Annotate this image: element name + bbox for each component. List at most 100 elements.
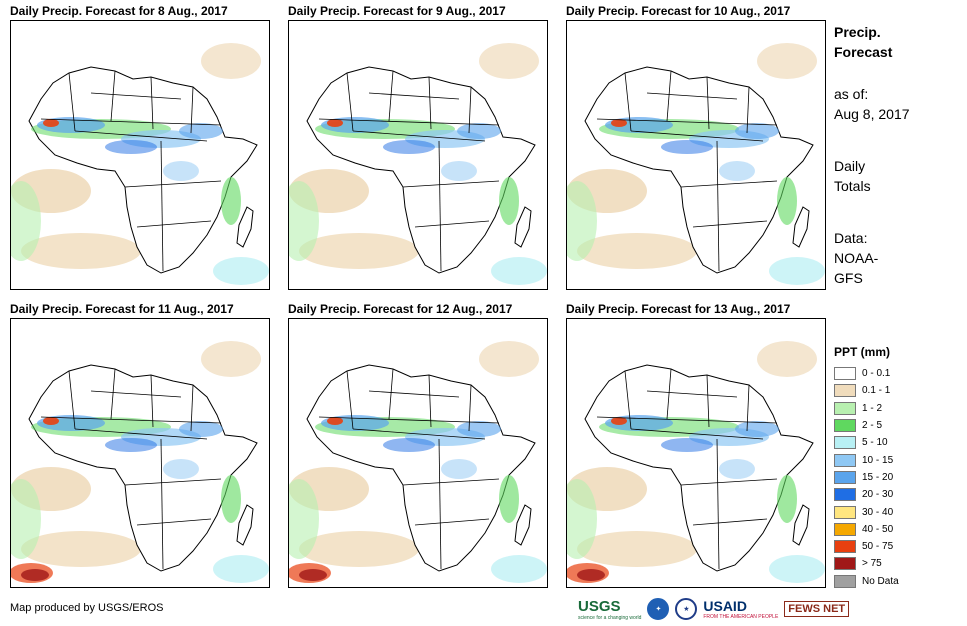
- legend-item: 10 - 15: [834, 451, 899, 468]
- legend-item: 0 - 0.1: [834, 365, 899, 382]
- precip-area: [719, 459, 755, 479]
- country-border: [428, 76, 432, 130]
- precip-area: [201, 43, 261, 79]
- precip-area: [289, 479, 319, 559]
- legend-swatch: [834, 436, 856, 450]
- madagascar: [792, 504, 810, 546]
- country-border: [666, 70, 672, 122]
- country-border: [190, 86, 194, 134]
- country-border: [630, 428, 764, 440]
- legend-label: 10 - 15: [862, 454, 894, 466]
- legend-item: 50 - 75: [834, 538, 899, 555]
- precip-area: [163, 459, 199, 479]
- precip-area: [757, 43, 817, 79]
- usaid-logo: USAID FROM THE AMERICAN PEOPLE: [703, 598, 779, 620]
- precip-area: [499, 177, 519, 225]
- country-border: [680, 478, 778, 486]
- country-border: [402, 180, 500, 188]
- forecast-panel-aug-8: Daily Precip. Forecast for 8 Aug., 2017: [10, 4, 270, 294]
- country-border: [388, 70, 394, 122]
- country-border: [74, 428, 208, 440]
- legend-swatch: [834, 522, 856, 536]
- precip-area: [777, 475, 797, 523]
- country-border: [40, 416, 222, 424]
- precip-area: [327, 417, 343, 425]
- country-border: [746, 384, 750, 432]
- precip-area: [735, 123, 779, 139]
- precip-area: [757, 341, 817, 377]
- country-border: [596, 416, 778, 424]
- country-border: [68, 72, 76, 132]
- precip-area: [21, 531, 141, 567]
- legend-swatch: [834, 470, 856, 484]
- precip-area: [769, 555, 825, 583]
- data-source-line2: GFS: [834, 270, 863, 286]
- country-border: [428, 374, 432, 428]
- precip-area: [11, 479, 41, 559]
- noaa-logo-icon: ✦: [647, 598, 670, 620]
- legend-swatch: [834, 488, 856, 502]
- madagascar: [514, 504, 532, 546]
- partner-logos: USGS science for a changing world ✦ ★ USA…: [578, 596, 850, 622]
- precip-area: [11, 181, 41, 261]
- precip-area: [457, 123, 501, 139]
- country-border: [352, 130, 486, 142]
- precip-area: [441, 161, 477, 181]
- country-border: [318, 416, 500, 424]
- legend-item: 20 - 30: [834, 486, 899, 503]
- country-border: [706, 76, 710, 130]
- forecast-panel-aug-12: Daily Precip. Forecast for 12 Aug., 2017: [288, 302, 548, 592]
- legend-swatch: [834, 384, 856, 398]
- precip-area: [611, 417, 627, 425]
- precip-area: [179, 123, 223, 139]
- country-border: [40, 118, 222, 126]
- legend-item: 40 - 50: [834, 521, 899, 538]
- country-border: [368, 390, 460, 398]
- precip-area: [179, 421, 223, 437]
- country-border: [680, 180, 778, 188]
- fews-net-logo: FEWS NET: [784, 601, 850, 617]
- country-border: [414, 518, 490, 526]
- precip-area: [611, 119, 627, 127]
- legend-item: 30 - 40: [834, 503, 899, 520]
- usgs-logo: USGS science for a changing world: [578, 597, 642, 621]
- legend-label: 40 - 50: [862, 523, 894, 535]
- country-border: [150, 374, 154, 428]
- country-border: [160, 140, 164, 272]
- totals-line2: Totals: [834, 178, 871, 194]
- forecast-panel-aug-13: Daily Precip. Forecast for 13 Aug., 2017: [566, 302, 826, 592]
- legend-item: No Data: [834, 573, 899, 590]
- precip-area: [457, 421, 501, 437]
- precip-area: [221, 177, 241, 225]
- legend-item: > 75: [834, 555, 899, 572]
- country-border: [438, 140, 442, 272]
- madagascar: [236, 504, 254, 546]
- country-border: [68, 370, 76, 430]
- data-source-line1: NOAA-: [834, 250, 879, 266]
- country-border: [318, 118, 500, 126]
- country-border: [368, 92, 460, 100]
- legend-swatch: [834, 453, 856, 467]
- panel-title: Daily Precip. Forecast for 11 Aug., 2017: [10, 302, 234, 316]
- precip-area: [163, 161, 199, 181]
- country-border: [160, 438, 164, 570]
- data-label: Data:: [834, 230, 868, 246]
- ppt-legend: PPT (mm) 0 - 0.1 0.1 - 1 1 - 2 2 - 5 5 - 10 1…: [834, 345, 899, 590]
- precip-area: [567, 181, 597, 261]
- country-border: [630, 130, 764, 142]
- precip-area: [719, 161, 755, 181]
- as-of-label: as of:: [834, 86, 869, 102]
- precip-area: [491, 555, 547, 583]
- madagascar: [792, 206, 810, 248]
- country-border: [706, 374, 710, 428]
- map-info-sidebar: Precip. Forecast as of: Aug 8, 2017 Dail…: [834, 22, 964, 288]
- precip-area: [289, 181, 319, 261]
- country-border: [346, 370, 354, 430]
- precip-map: [566, 318, 826, 588]
- forecast-panel-aug-10: Daily Precip. Forecast for 10 Aug., 2017: [566, 4, 826, 294]
- legend-label: 5 - 10: [862, 437, 888, 449]
- precip-area: [105, 140, 157, 154]
- legend-label: > 75: [862, 558, 882, 570]
- legend-item: 0.1 - 1: [834, 382, 899, 399]
- country-border: [468, 384, 472, 432]
